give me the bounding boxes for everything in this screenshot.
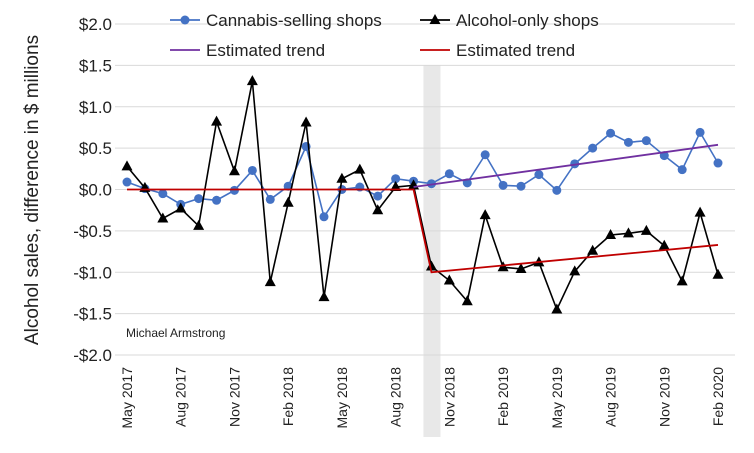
data-point [658, 239, 670, 250]
data-point [390, 181, 402, 192]
data-point [265, 194, 275, 204]
data-point [122, 177, 132, 187]
data-point [228, 165, 240, 176]
y-tick-label: $0.5 [79, 139, 112, 158]
data-point [623, 137, 633, 147]
y-tick-label: -$1.5 [73, 305, 112, 324]
series-line [126, 130, 719, 219]
legend-marker [429, 14, 441, 24]
data-point [551, 303, 563, 314]
data-point [640, 224, 652, 235]
x-tick-label: Feb 2018 [280, 367, 296, 426]
data-point [641, 136, 651, 146]
data-point [676, 275, 688, 286]
y-tick-label: -$2.0 [73, 346, 112, 365]
y-axis-label: Alcohol sales, difference in $ millions [22, 35, 43, 345]
series-line [126, 80, 719, 312]
data-point [282, 196, 294, 207]
data-point [516, 181, 526, 191]
data-point [498, 180, 508, 190]
x-tick-label: May 2017 [119, 367, 135, 429]
data-point [569, 265, 581, 276]
data-point [444, 169, 454, 179]
data-point [391, 174, 401, 184]
y-tick-label: $0.0 [79, 181, 112, 200]
x-tick-label: May 2018 [334, 367, 350, 429]
data-point [552, 185, 562, 195]
data-point [606, 128, 616, 138]
data-point [319, 212, 329, 222]
data-point [515, 262, 527, 273]
data-point [372, 204, 384, 215]
data-point [193, 219, 205, 230]
x-tick-label: Aug 2018 [388, 367, 404, 427]
legend-label: Estimated trend [456, 41, 575, 60]
legend-label: Cannabis-selling shops [206, 11, 382, 30]
data-point [479, 209, 491, 220]
data-point [425, 260, 437, 271]
data-point [694, 206, 706, 217]
x-tick-label: Nov 2018 [441, 367, 457, 427]
legend-label: Alcohol-only shops [456, 11, 599, 30]
data-point [695, 127, 705, 137]
data-point [336, 172, 348, 183]
data-point [713, 158, 723, 168]
data-point [712, 268, 724, 279]
y-tick-label: $1.5 [79, 56, 112, 75]
data-point [300, 116, 312, 127]
data-point [622, 227, 634, 238]
data-point [264, 276, 276, 287]
legend-marker [180, 15, 190, 25]
data-point [175, 202, 187, 213]
data-point [212, 195, 222, 205]
data-point [354, 163, 366, 174]
x-tick-label: Feb 2019 [495, 367, 511, 426]
series-line [413, 143, 719, 188]
x-tick-label: Feb 2020 [710, 367, 726, 426]
data-point [534, 170, 544, 180]
series-line [127, 188, 719, 274]
data-point [158, 189, 168, 199]
data-point [157, 212, 169, 223]
annotation: Michael Armstrong [126, 326, 225, 340]
x-tick-label: Nov 2017 [226, 367, 242, 427]
data-point [677, 165, 687, 175]
shaded-period [423, 65, 441, 437]
y-tick-label: $2.0 [79, 15, 112, 34]
data-point [588, 143, 598, 153]
data-point [121, 160, 133, 171]
data-point [246, 75, 258, 86]
x-tick-label: May 2019 [549, 367, 565, 429]
data-point [194, 194, 204, 204]
data-point [211, 115, 223, 126]
y-tick-label: $1.0 [79, 98, 112, 117]
data-point [461, 295, 473, 306]
legend-label: Estimated trend [206, 41, 325, 60]
data-point [318, 291, 330, 302]
data-point [283, 181, 293, 191]
data-point [480, 150, 490, 160]
x-tick-label: Aug 2019 [603, 367, 619, 427]
y-tick-label: -$0.5 [73, 222, 112, 241]
y-tick-label: -$1.0 [73, 263, 112, 282]
data-point [443, 274, 455, 285]
x-tick-label: Nov 2019 [656, 367, 672, 427]
data-point [605, 229, 617, 240]
data-point [587, 244, 599, 255]
data-point [247, 165, 257, 175]
x-tick-label: Aug 2017 [173, 367, 189, 427]
data-point [373, 191, 383, 201]
